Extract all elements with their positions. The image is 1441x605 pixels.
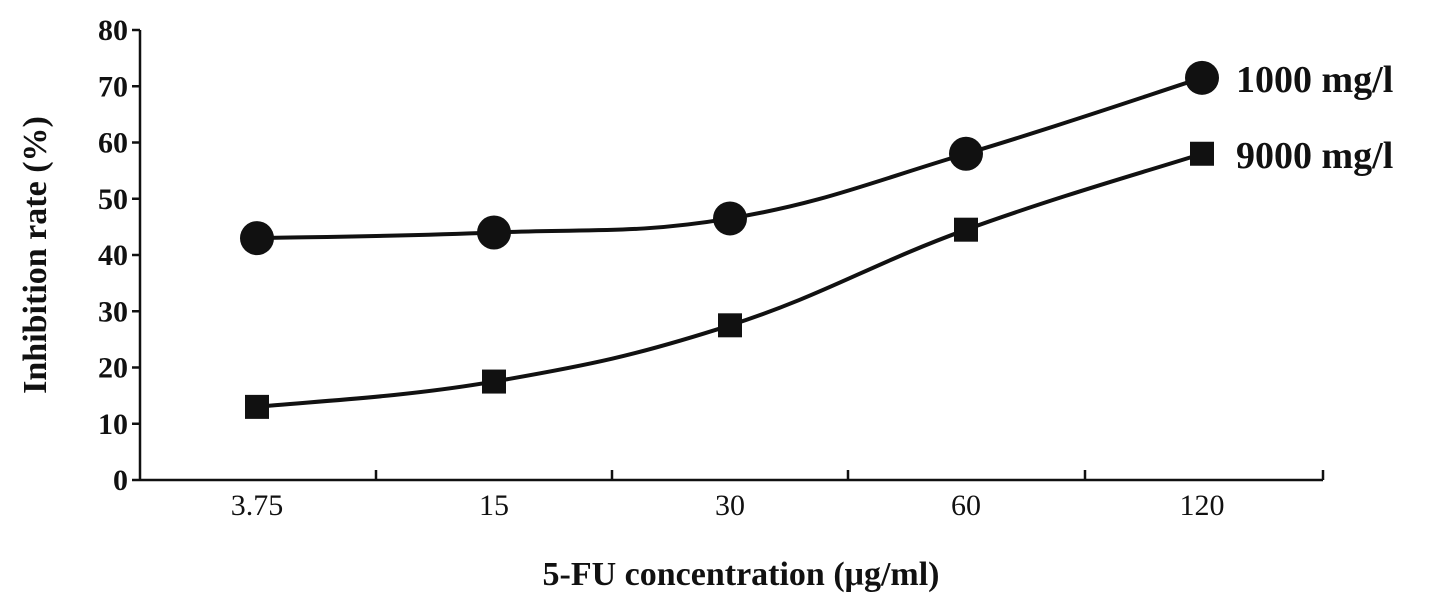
y-tick-label: 0 [113,464,128,497]
y-tick-label: 30 [98,295,128,328]
series-label: 1000 mg/l [1236,59,1393,101]
data-point-square [1190,141,1214,166]
x-tick-label: 60 [951,489,981,522]
y-tick-label: 50 [98,183,128,216]
series-line [256,151,1203,409]
data-point-square [245,394,269,419]
series-label: 9000 mg/l [1236,135,1393,177]
x-tick-label: 120 [1180,489,1225,522]
x-tick-label: 3.75 [231,489,284,522]
series-layer: 1000 mg/l 9000 mg/l [240,59,1393,419]
y-axis-title: Inhibition rate (%) [17,116,54,394]
data-point-square [482,369,506,394]
data-point-circle [713,201,747,236]
x-tick-label: 15 [479,489,509,522]
data-point-square [718,313,742,338]
y-tick-label: 10 [98,408,128,441]
data-point-circle [949,136,983,171]
x-tick-label: 30 [715,489,745,522]
y-tick-label: 20 [98,352,128,385]
x-axis-title: 5-FU concentration (μg/ml) [543,556,940,593]
x-axis-ticks: 3.75 15 30 60 120 [231,470,1325,522]
y-tick-label: 70 [98,70,128,103]
data-point-circle [1185,60,1219,95]
y-tick-label: 40 [98,239,128,272]
series-2: 9000 mg/l [245,135,1393,419]
y-axis-ticks: 0 10 20 30 40 50 60 70 80 [98,14,140,497]
y-tick-label: 80 [98,14,128,47]
series-1: 1000 mg/l [240,59,1393,256]
y-tick-label: 60 [98,127,128,160]
data-point-circle [240,221,274,256]
data-point-circle [477,215,511,250]
data-point-square [954,217,978,242]
